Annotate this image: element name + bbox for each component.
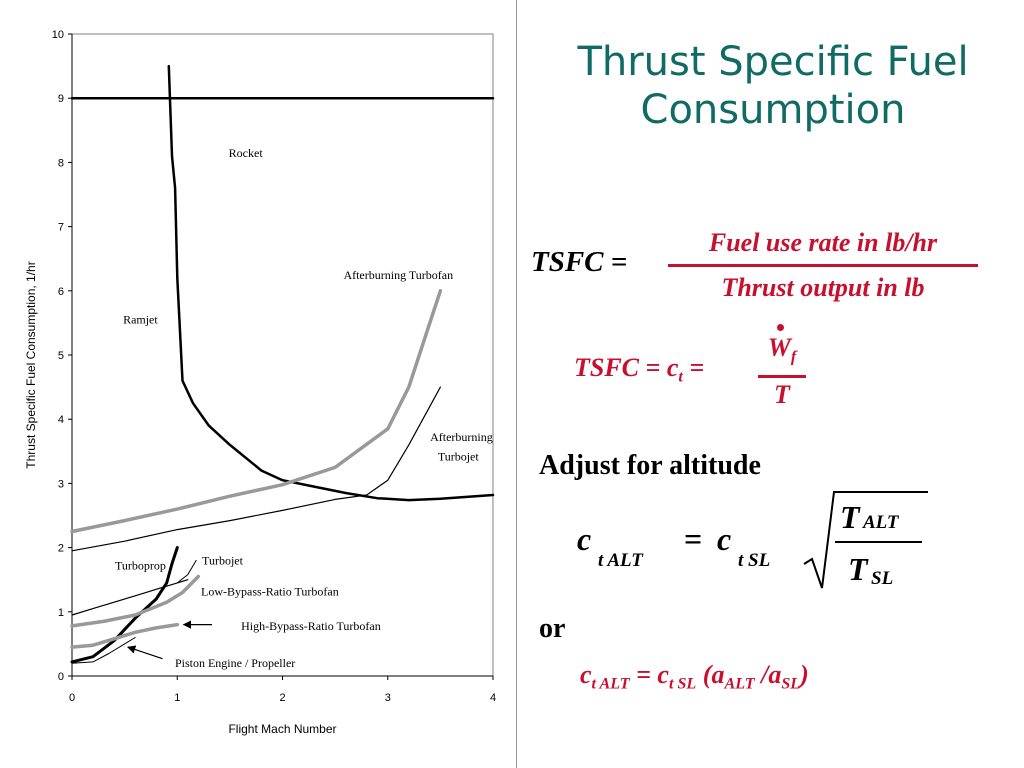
curve-label: Afterburning Turbofan [343, 268, 453, 282]
eq3-top: T [840, 499, 861, 535]
y-tick-label: 4 [58, 414, 64, 426]
title-line-1: Thrust Specific Fuel [577, 39, 969, 85]
tsfc-chart: 0 1 2 3 4 5 6 7 8 9 10 0 1 2 3 4 Flight Mach Number Thrus… [24, 29, 496, 736]
eq2-lhs: TSFC = ct = [574, 353, 704, 387]
eq3-sub1: t ALT [598, 550, 644, 571]
eq4-c1: c [580, 660, 592, 689]
eq3-sub2: t SL [738, 550, 770, 571]
curve-label: Piston Engine / Propeller [175, 656, 295, 670]
y-tick-label: 0 [58, 671, 64, 683]
eq4-sub2: t SL [668, 675, 697, 693]
series-line-afterburning-turbojet [71, 386, 441, 552]
title-line-2: Consumption [640, 87, 906, 133]
y-axis-title: Thrust Specific Fuel Consumption, 1/hr [24, 261, 38, 468]
eq3-altitude-correction: c t ALT = c t SL T ALT T SL [577, 491, 928, 589]
eq4-close: ) [800, 660, 809, 689]
y-tick-label: 7 [58, 222, 64, 234]
x-tick-label: 4 [490, 692, 496, 704]
curve-label: Rocket [229, 146, 264, 160]
eq4-equals: = [629, 660, 658, 689]
curve-label: Turbojet [438, 449, 480, 463]
eq3-bottom: T [848, 551, 869, 587]
eq2-num-sub: f [790, 348, 797, 366]
x-tick-label: 2 [279, 692, 285, 704]
y-tick-label: 5 [58, 350, 64, 362]
eq2-fraction: Wf T [758, 324, 806, 410]
curve-label: Low-Bypass-Ratio Turbofan [201, 584, 339, 598]
series-line-turboprop [71, 579, 189, 616]
y-tick-label: 9 [58, 93, 64, 105]
eq3-equals: = [684, 521, 702, 557]
curve-label: Afterburning [430, 430, 493, 444]
series-line-turbojet [176, 559, 197, 584]
x-axis-title: Flight Mach Number [228, 722, 336, 736]
square-root-icon [803, 491, 928, 589]
dot-accent-icon [777, 324, 784, 331]
curve-label: Turbojet [202, 553, 244, 567]
curve-label: High-Bypass-Ratio Turbofan [241, 619, 381, 633]
eq1-denominator: Thrust output in lb [721, 273, 925, 302]
series-line-piston-engine-propeller [71, 637, 136, 664]
eq1-numerator: Fuel use rate in lb/hr [708, 228, 938, 257]
y-tick-label: 10 [52, 29, 64, 41]
y-tick-label: 1 [58, 607, 64, 619]
eq3-c2: c [717, 521, 731, 557]
eq4-c2: c [657, 660, 669, 689]
eq2-lhs-sub: t [678, 368, 683, 386]
eq1-lhs: TSFC = [531, 246, 628, 278]
eq4-sub4: SL [781, 675, 801, 693]
or-text: or [539, 613, 566, 644]
series-line-ramjet [167, 64, 495, 502]
eq3-top-sub: ALT [862, 512, 900, 533]
eq3-bottom-sub: SL [871, 568, 893, 589]
x-tick-label: 0 [69, 692, 75, 704]
y-tick-label: 2 [58, 543, 64, 555]
curve-label: Turboprop [115, 559, 166, 573]
chart-panel: 0 1 2 3 4 5 6 7 8 9 10 0 1 2 3 4 Flight Mach Number Thrus… [24, 0, 517, 768]
eq1-fraction-bar [668, 264, 978, 267]
series-line-turbojet [70, 546, 179, 664]
eq2-lhs-text: TSFC = c [574, 353, 679, 382]
series-line-low-bypass-ratio-turbofan [70, 574, 201, 628]
eq2-lhs-eq: = [682, 353, 705, 382]
x-tick-label: 1 [174, 692, 180, 704]
eq2-numerator: Wf [758, 332, 806, 374]
eq2-fraction-bar [758, 374, 806, 378]
x-tick-label: 3 [385, 692, 391, 704]
series-line-high-bypass-ratio-turbofan [70, 622, 180, 649]
eq2-denominator: T [774, 379, 790, 409]
y-tick-label: 8 [58, 157, 64, 169]
curve-label: Ramjet [123, 313, 158, 327]
plot-area-frame [71, 33, 494, 677]
slide-title: Thrust Specific Fuel Consumption [530, 38, 1016, 134]
adjust-heading: Adjust for altitude [539, 450, 761, 481]
y-tick-label: 6 [58, 286, 64, 298]
eq4-sub3: ALT [724, 675, 755, 693]
eq4: ct ALT = ct SL (aALT /aSL) [580, 660, 809, 694]
eq1-fraction: Fuel use rate in lb/hr Thrust output in … [668, 226, 978, 303]
eq3-c1: c [577, 521, 591, 557]
eq4-open: (a [696, 660, 725, 689]
pointer-arrow-icon [126, 645, 163, 660]
eq2-num-text: W [767, 333, 791, 362]
eq4-sub1: t ALT [591, 675, 630, 693]
y-tick-label: 3 [58, 478, 64, 490]
eq4-slash: /a [754, 660, 782, 689]
series-line-afterburning-turbofan [70, 289, 443, 534]
